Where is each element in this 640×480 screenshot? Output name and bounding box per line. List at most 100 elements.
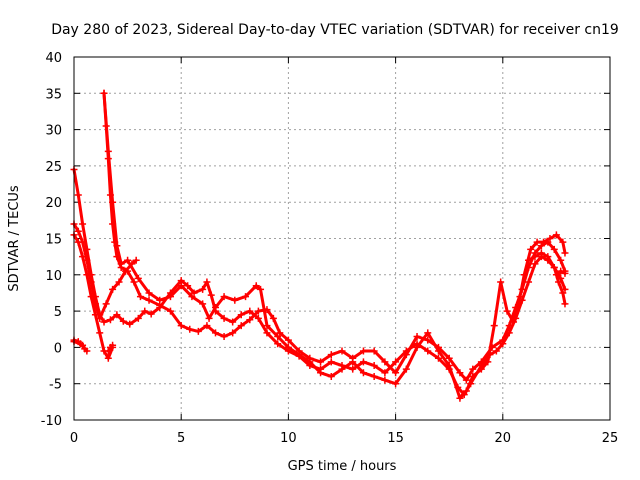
data-point <box>190 289 198 297</box>
data-point <box>141 307 149 315</box>
data-point <box>392 358 400 366</box>
data-point <box>274 340 282 348</box>
x-tick-label: 15 <box>387 431 404 446</box>
data-point <box>257 285 265 293</box>
data-point <box>537 249 545 257</box>
data-point <box>254 307 262 315</box>
data-point <box>370 372 378 380</box>
data-point <box>359 358 367 366</box>
data-point <box>76 340 84 348</box>
data-point <box>402 365 410 373</box>
data-point <box>552 271 560 279</box>
data-point <box>497 278 505 286</box>
data-point <box>559 238 567 246</box>
data-point <box>109 285 117 293</box>
data-point <box>445 362 453 370</box>
data-point <box>237 311 245 319</box>
data-point <box>550 264 558 272</box>
series-track-5 <box>70 231 117 362</box>
data-point <box>456 394 464 402</box>
data-point <box>205 314 213 322</box>
data-point <box>106 316 114 324</box>
data-point <box>199 285 207 293</box>
data-point <box>203 278 211 286</box>
data-point <box>124 256 132 264</box>
data-point <box>557 267 565 275</box>
series-line <box>72 233 115 360</box>
series-track-10 <box>552 267 569 279</box>
data-point <box>126 320 134 328</box>
data-point <box>540 238 548 246</box>
y-axis-label: SDTVAR / TECUs <box>7 185 22 292</box>
x-tick-label: 0 <box>70 431 78 446</box>
data-point <box>469 365 477 373</box>
data-point <box>550 245 558 253</box>
data-point <box>284 336 292 344</box>
data-point <box>317 358 325 366</box>
data-point <box>102 300 110 308</box>
data-point <box>349 365 357 373</box>
data-point <box>134 314 142 322</box>
data-point <box>231 296 239 304</box>
y-tick-label: -5 <box>49 378 62 393</box>
data-point <box>561 300 569 308</box>
data-point <box>166 307 174 315</box>
data-point <box>100 89 108 97</box>
data-point <box>220 333 228 341</box>
data-point <box>424 347 432 355</box>
data-point <box>424 336 432 344</box>
data-point <box>338 365 346 373</box>
data-point <box>124 267 132 275</box>
data-point <box>284 343 292 351</box>
data-point <box>462 387 470 395</box>
series-track-7 <box>104 341 117 355</box>
data-point <box>246 316 254 324</box>
data-point <box>516 293 524 301</box>
data-point <box>544 253 552 261</box>
data-point <box>424 329 432 337</box>
data-point <box>74 191 82 199</box>
chart-title: Day 280 of 2023, Sidereal Day-to-day VTE… <box>51 22 619 38</box>
data-point <box>531 260 539 268</box>
y-tick-label: 20 <box>45 196 62 211</box>
data-point <box>177 282 185 290</box>
data-point <box>104 147 112 155</box>
data-point <box>83 347 91 355</box>
data-point <box>96 329 104 337</box>
data-point <box>220 293 228 301</box>
data-point <box>212 329 220 337</box>
y-tick-label: 40 <box>45 51 62 66</box>
y-tick-label: 25 <box>45 160 62 175</box>
data-point <box>306 358 314 366</box>
data-point <box>359 369 367 377</box>
data-point <box>531 253 539 261</box>
data-point <box>490 322 498 330</box>
data-point <box>381 358 389 366</box>
data-point <box>359 347 367 355</box>
data-point <box>381 376 389 384</box>
data-point <box>113 242 121 250</box>
data-point <box>147 310 155 318</box>
data-point <box>100 318 108 326</box>
data-point <box>392 369 400 377</box>
data-point <box>188 293 196 301</box>
data-point <box>477 358 485 366</box>
data-point <box>561 249 569 257</box>
y-tick-label: -10 <box>41 414 62 429</box>
data-point <box>469 372 477 380</box>
data-point <box>510 318 518 326</box>
data-point <box>327 351 335 359</box>
data-point <box>520 271 528 279</box>
data-point <box>252 282 260 290</box>
data-point <box>276 329 284 337</box>
data-point <box>74 238 82 246</box>
data-point <box>74 227 82 235</box>
data-point <box>207 291 215 299</box>
data-point <box>269 314 277 322</box>
grid <box>74 57 610 420</box>
data-point <box>402 351 410 359</box>
data-point <box>370 347 378 355</box>
data-point <box>212 303 220 311</box>
data-point <box>184 282 192 290</box>
data-point <box>115 278 123 286</box>
